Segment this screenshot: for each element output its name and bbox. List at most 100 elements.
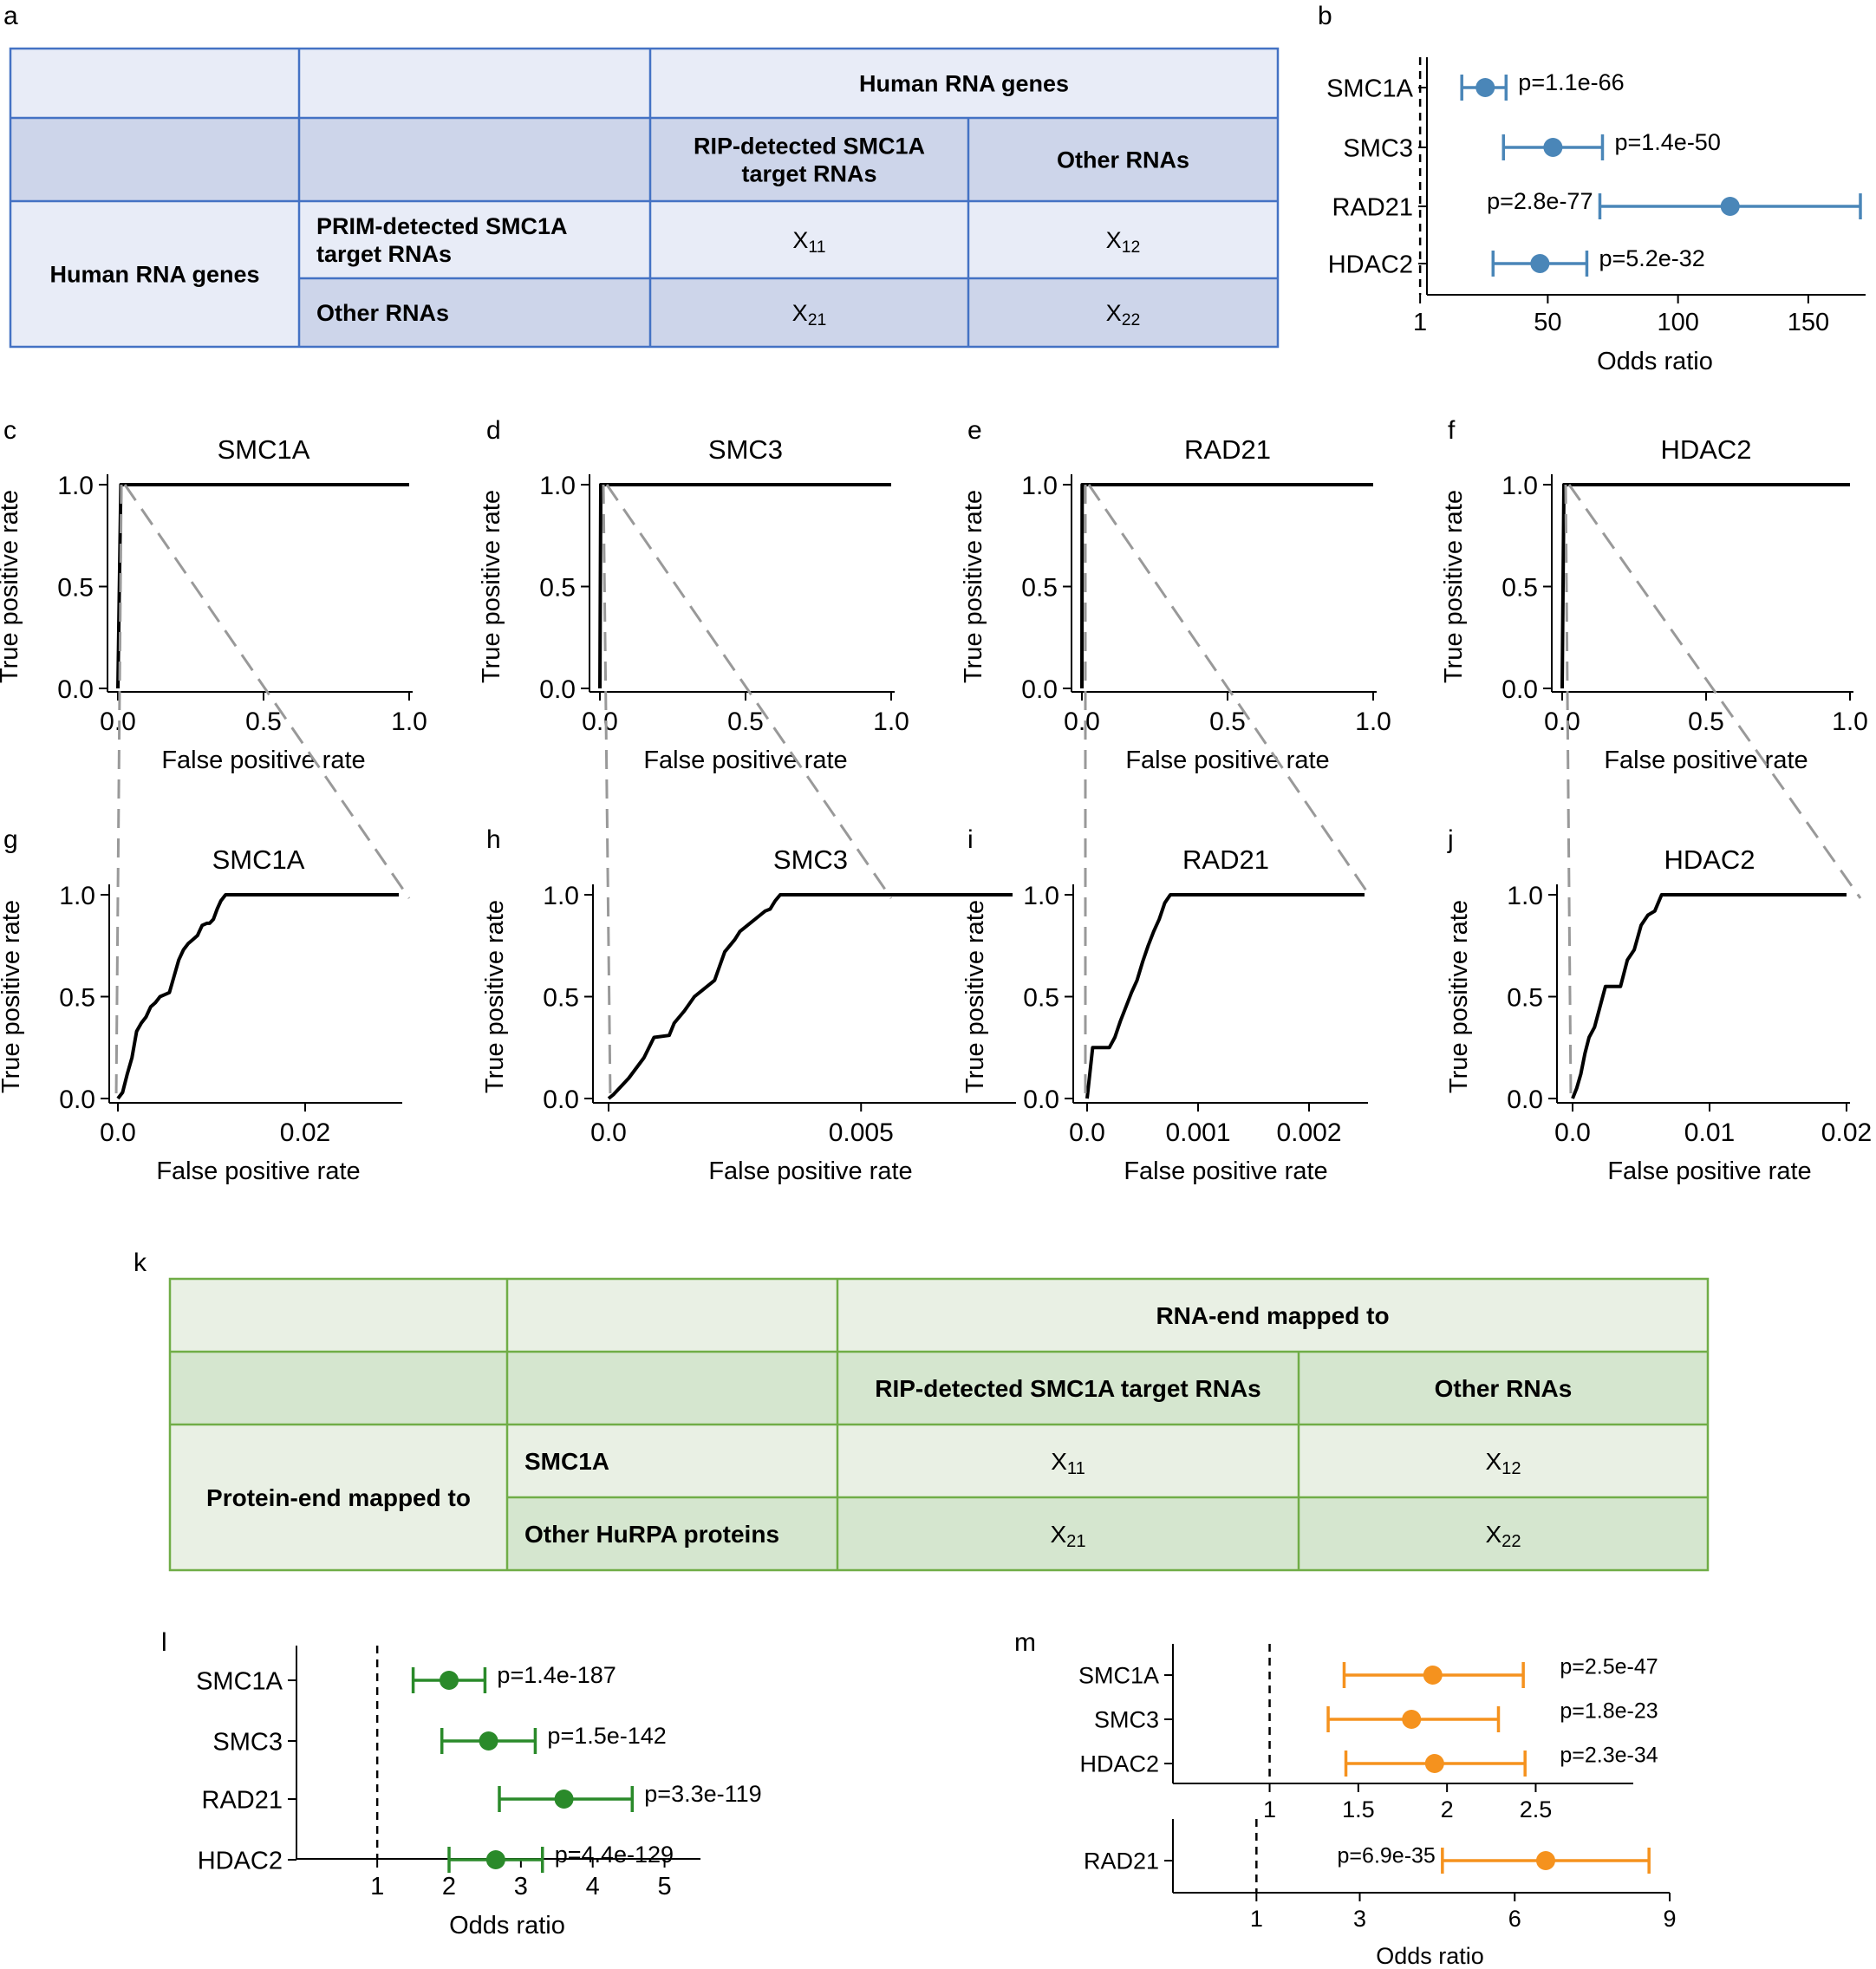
chart-title: RAD21 bbox=[1184, 434, 1271, 465]
table-a-cell-bg bbox=[968, 278, 1278, 347]
y-axis-label: True positive rate bbox=[960, 490, 987, 683]
row-label: RAD21 bbox=[202, 1786, 283, 1814]
x-tick-label: 0.0 bbox=[100, 1118, 136, 1147]
odds-ratio-point bbox=[1720, 197, 1740, 216]
zoom-guide-line bbox=[1087, 484, 1373, 899]
table-k-cell-bg bbox=[837, 1279, 1299, 1352]
x-tick-label: 1 bbox=[370, 1873, 384, 1901]
roc-chart-g: 0.0 0.5 1.0 0.0 0.02 SMC1A False positive rate… bbox=[0, 844, 402, 1185]
chart-title: SMC1A bbox=[212, 844, 305, 875]
x-tick-label: 0.0 bbox=[1064, 707, 1100, 736]
x-axis-label: False positive rate bbox=[161, 747, 365, 774]
table-a-top-header: Human RNA genes bbox=[859, 70, 1069, 96]
y-tick-label: 1.0 bbox=[539, 472, 576, 500]
x-tick-label: 0.0 bbox=[1544, 707, 1580, 736]
table-a-cell-bg bbox=[299, 278, 650, 347]
table-k-cell-bg bbox=[170, 1352, 507, 1425]
table-k-col-header: Other RNAs bbox=[1435, 1375, 1573, 1402]
row-label: RAD21 bbox=[1084, 1848, 1159, 1874]
roc-curve bbox=[1080, 483, 1373, 689]
table-a-table: Human RNA genes RIP-detected SMC1A target … bbox=[9, 47, 1280, 349]
table-a-cell-bg bbox=[10, 278, 299, 347]
zoom-guide-line bbox=[605, 484, 893, 899]
table-a-value-cell: X11 bbox=[792, 227, 825, 257]
p-value-label: p=3.3e-119 bbox=[644, 1781, 761, 1807]
table-k-value-cell: X11 bbox=[1051, 1448, 1085, 1478]
table-a-cell-bg bbox=[299, 118, 650, 201]
odds-ratio-point bbox=[1536, 1851, 1555, 1870]
p-value-label: p=5.2e-32 bbox=[1599, 245, 1704, 271]
y-tick-label: 1.0 bbox=[1501, 472, 1538, 500]
table-a-cell-bg bbox=[650, 49, 968, 118]
odds-ratio-point bbox=[1424, 1754, 1444, 1773]
table-a-cell-bg bbox=[650, 118, 968, 201]
y-tick-label: 0.5 bbox=[1501, 574, 1538, 603]
x-axis-label: False positive rate bbox=[1604, 747, 1808, 774]
table-k-row-group-label: Protein-end mapped to bbox=[206, 1484, 471, 1511]
y-axis-label: True positive rate bbox=[481, 900, 509, 1093]
x-tick-label: 0.0 bbox=[582, 707, 618, 736]
table-k-cell-bg bbox=[507, 1352, 837, 1425]
x-tick-label: 1.0 bbox=[873, 707, 909, 736]
table-k-top-header: RNA-end mapped to bbox=[1156, 1302, 1389, 1329]
x-tick-label: 1 bbox=[1263, 1796, 1276, 1822]
x-axis-label: False positive rate bbox=[1125, 747, 1329, 774]
table-k-value-cell: X12 bbox=[1485, 1448, 1521, 1478]
x-tick-label: 1.0 bbox=[1832, 707, 1868, 736]
x-axis-label: False positive rate bbox=[643, 747, 847, 774]
row-label: HDAC2 bbox=[1079, 1751, 1159, 1777]
y-tick-label: 1.0 bbox=[1507, 882, 1543, 910]
y-axis-label: True positive rate bbox=[0, 900, 25, 1093]
row-label: HDAC2 bbox=[1328, 251, 1413, 278]
table-a-value-cell: X12 bbox=[1106, 227, 1141, 257]
x-tick-label: 0.001 bbox=[1165, 1118, 1230, 1147]
row-label: SMC3 bbox=[212, 1728, 283, 1756]
row-label: SMC3 bbox=[1343, 134, 1413, 162]
row-label: SMC1A bbox=[1078, 1663, 1159, 1689]
table-a-cell-bg bbox=[10, 49, 299, 118]
x-tick-label: 2 bbox=[1441, 1796, 1454, 1822]
table-k-cell-bg bbox=[507, 1425, 837, 1497]
x-tick-label: 0.0 bbox=[1069, 1118, 1105, 1147]
roc-chart-c: 0.0 0.5 1.0 0.0 0.5 1.0 SMC1A False positive ra… bbox=[0, 434, 427, 774]
roc-curve bbox=[1571, 893, 1847, 1099]
chart-title: HDAC2 bbox=[1664, 844, 1755, 875]
roc-chart-h: 0.0 0.5 1.0 0.0 0.005 SMC3 False positive rate… bbox=[481, 844, 1016, 1185]
table-a-cell-bg bbox=[299, 49, 650, 118]
x-tick-label: 3 bbox=[514, 1873, 528, 1901]
table-k-cell-bg bbox=[1299, 1279, 1708, 1352]
p-value-label: p=2.3e-34 bbox=[1560, 1744, 1658, 1768]
x-tick-label: 0.01 bbox=[1684, 1118, 1735, 1147]
panel-letter-l: l bbox=[161, 1628, 167, 1657]
y-tick-label: 0.5 bbox=[59, 984, 95, 1013]
table-a-cell-bg bbox=[968, 49, 1278, 118]
p-value-label: p=2.5e-47 bbox=[1560, 1655, 1658, 1679]
table-k-col-header: RIP-detected SMC1A target RNAs bbox=[875, 1375, 1260, 1402]
table-a-col-header: RIP-detected SMC1A target RNAs bbox=[694, 133, 925, 186]
chart-title: SMC1A bbox=[218, 434, 310, 465]
table-a-cell-bg bbox=[968, 201, 1278, 278]
p-value-label: p=1.4e-187 bbox=[497, 1662, 616, 1688]
table-k-cell-bg bbox=[507, 1497, 837, 1570]
panel-letter-m: m bbox=[1014, 1628, 1036, 1657]
x-axis-label: False positive rate bbox=[1607, 1157, 1811, 1185]
x-tick-label: 1.0 bbox=[391, 707, 427, 736]
odds-ratio-point bbox=[1475, 78, 1495, 97]
table-a-outer-border bbox=[9, 47, 1280, 349]
table-k-row-header: SMC1A bbox=[524, 1448, 609, 1475]
table-a-value-cell: X22 bbox=[1106, 300, 1141, 329]
y-axis-label: True positive rate bbox=[1445, 900, 1473, 1093]
x-tick-label: 1 bbox=[1250, 1906, 1263, 1932]
x-tick-label: 6 bbox=[1508, 1906, 1521, 1932]
forest-plot-m_bottom: 1 3 6 9 Odds ratio RAD21 p=6.9e-35 bbox=[1084, 1819, 1677, 1969]
odds-ratio-point bbox=[554, 1790, 574, 1809]
row-label: SMC1A bbox=[196, 1667, 283, 1695]
table-a-row-group-label: Human RNA genes bbox=[49, 261, 259, 287]
x-tick-label: 4 bbox=[586, 1873, 600, 1901]
table-k-row-header: Other HuRPA proteins bbox=[524, 1521, 779, 1548]
table-a-cell-bg bbox=[10, 118, 299, 201]
x-tick-label: 2.5 bbox=[1520, 1796, 1553, 1822]
y-axis-label: True positive rate bbox=[478, 490, 505, 683]
table-a-value-cell: X21 bbox=[792, 300, 827, 329]
